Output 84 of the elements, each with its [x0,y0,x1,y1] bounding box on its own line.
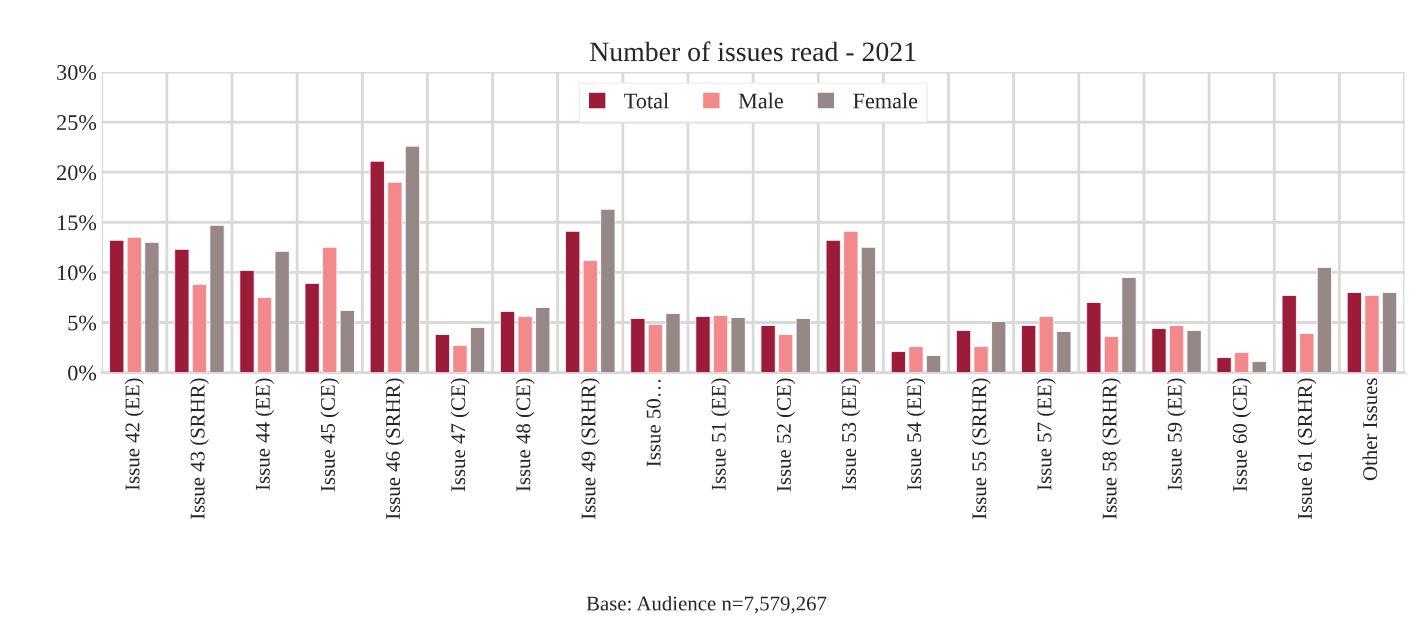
bar [1086,302,1102,373]
bar [144,241,160,373]
bar [1346,292,1362,373]
x-tick-label: Issue 46 (SRHR) [385,378,405,520]
bar [191,284,208,373]
bar [630,318,646,373]
x-tick-label: Issue 57 (EE) [1036,378,1056,491]
y-tick-label: 10% [58,265,97,281]
bar [712,315,729,373]
bar [434,334,450,373]
legend-label: Male [738,92,783,109]
x-tick-label: Issue 52 (CE) [776,378,796,492]
x-tick-label: Issue 60 (CE) [1232,378,1252,492]
bar [535,307,551,373]
bar [665,313,681,373]
bar [274,250,290,373]
chart-title: Number of issues read - 2021 [590,41,916,62]
x-tick-label: Issue 61 (SRHR) [1297,378,1317,520]
bar [647,324,664,373]
y-tick-label: 30% [57,64,97,81]
y-tick-label: 0% [68,365,97,381]
x-tick-label: Issue 53 (EE) [841,378,861,491]
bar [908,346,924,373]
bar [1381,292,1398,373]
bar [1121,277,1137,373]
y-tick-label: 25% [57,115,97,131]
bar [499,311,516,373]
bar [973,346,989,373]
x-tick-label: Issue 54 (EE) [906,378,926,491]
bar [730,317,746,373]
bar [1151,328,1167,373]
y-tick-label: 5% [68,315,97,331]
x-tick-label: Issue 50… [646,379,661,467]
x-tick-label: Other Issues [1362,378,1378,481]
bar [257,297,273,373]
bar [452,345,468,373]
y-tick-label: 20% [57,165,97,181]
bar [825,239,841,373]
x-tick-label: Issue 48 (CE) [515,378,535,492]
bar [239,269,255,373]
bar [1234,352,1250,373]
bar [470,327,486,373]
bar [955,330,972,373]
x-tick-label: Issue 58 (SRHR) [1101,378,1121,520]
x-tick-label: Issue 47 (CE) [450,378,470,492]
bar [404,145,421,373]
bar [1186,330,1202,373]
bar [387,181,403,373]
bar [1056,331,1072,373]
x-tick-label: Issue 42 (EE) [124,378,144,491]
x-tick-label: Issue 44 (EE) [255,378,275,491]
bar [600,208,616,373]
x-tick-label: Issue 43 (SRHR) [190,378,209,520]
bar [1299,333,1315,373]
bar [1216,357,1232,373]
bar [1251,361,1267,373]
bar [1281,295,1297,373]
x-tick-label: Issue 45 (CE) [320,378,340,492]
bar [209,224,225,373]
legend-label: Female [853,92,918,109]
bar [1168,325,1185,373]
bar [1021,325,1037,373]
bar [369,160,385,373]
bar [1364,295,1380,373]
y-tick-label: 15% [58,215,97,231]
bar [890,351,906,373]
bar [760,325,776,373]
x-tick-label: Issue 59 (EE) [1167,378,1186,491]
bar [1103,336,1119,373]
bar [991,321,1007,373]
text: Base: Audience n=7,579,267 [586,595,827,614]
legend-label: Total [624,92,669,109]
bar [695,316,711,373]
x-tick-label: Issue 51 (EE) [711,378,731,491]
bar [1038,316,1054,373]
bar [860,246,877,373]
bar [1316,266,1332,373]
bar [304,283,320,373]
bar [843,230,859,373]
bar [174,248,190,373]
x-tick-label: Issue 55 (SRHR) [971,378,991,520]
x-tick-label: Issue 49 (SRHR) [580,378,600,520]
bar [925,355,942,373]
bar [517,316,533,373]
